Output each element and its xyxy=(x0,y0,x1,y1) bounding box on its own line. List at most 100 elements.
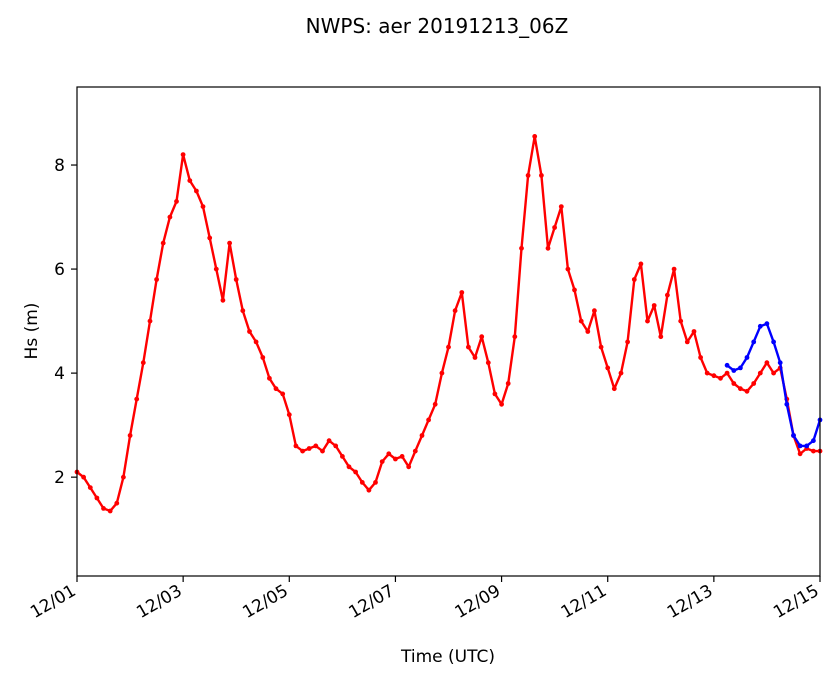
data-point xyxy=(286,412,292,418)
data-point xyxy=(399,454,405,459)
data-point xyxy=(658,334,664,340)
data-point xyxy=(512,334,518,340)
data-point xyxy=(446,344,451,350)
data-point xyxy=(207,235,213,241)
data-point xyxy=(87,485,93,490)
chart-title: NWPS: aer 20191213_06Z xyxy=(306,14,569,38)
data-point xyxy=(359,480,365,485)
data-point xyxy=(459,290,465,295)
data-point xyxy=(280,391,286,397)
data-point xyxy=(134,396,140,402)
data-point xyxy=(247,329,252,334)
y-tick-label: 8 xyxy=(54,156,65,176)
data-point xyxy=(94,495,100,501)
data-point xyxy=(187,178,193,184)
data-point xyxy=(194,188,199,194)
data-point xyxy=(731,368,737,373)
data-point xyxy=(545,245,551,251)
data-point xyxy=(618,370,624,376)
axes-frame xyxy=(76,86,821,577)
data-point xyxy=(260,355,266,360)
data-point xyxy=(558,204,564,210)
data-point xyxy=(711,373,717,379)
data-point xyxy=(771,370,776,376)
data-point xyxy=(539,173,544,178)
data-point xyxy=(393,456,398,462)
data-point xyxy=(167,214,173,220)
data-point xyxy=(306,446,312,451)
data-point xyxy=(340,454,345,459)
data-point xyxy=(479,334,485,340)
data-point xyxy=(665,292,670,298)
data-point xyxy=(154,277,160,282)
data-point xyxy=(107,508,113,514)
data-point xyxy=(227,240,233,246)
data-point xyxy=(452,308,458,314)
data-point xyxy=(101,506,106,511)
data-point xyxy=(552,225,557,230)
data-point xyxy=(127,433,133,438)
data-point xyxy=(81,474,86,480)
data-point xyxy=(585,329,591,334)
data-point xyxy=(466,344,471,350)
data-point xyxy=(240,308,246,314)
data-point xyxy=(320,448,325,454)
data-point xyxy=(751,381,757,386)
data-point xyxy=(771,339,776,345)
data-point xyxy=(718,375,723,381)
y-tick-label: 2 xyxy=(54,468,65,488)
data-point xyxy=(724,370,730,376)
data-point xyxy=(565,266,571,272)
data-point xyxy=(492,391,498,397)
data-point xyxy=(472,355,478,360)
data-point xyxy=(731,381,737,386)
data-point xyxy=(326,438,332,444)
data-point xyxy=(704,370,710,376)
data-point xyxy=(147,318,153,324)
data-point xyxy=(744,355,750,360)
data-point xyxy=(764,321,770,327)
data-point xyxy=(160,240,166,246)
data-point xyxy=(791,433,796,438)
data-point xyxy=(811,448,816,454)
data-point xyxy=(671,266,677,272)
data-point xyxy=(592,308,597,314)
data-point xyxy=(313,443,319,449)
data-point xyxy=(757,323,763,329)
data-point xyxy=(333,443,339,449)
data-point xyxy=(419,433,425,438)
data-point xyxy=(764,360,770,366)
series-1 xyxy=(724,321,823,449)
data-point xyxy=(804,443,810,449)
data-point xyxy=(213,266,219,272)
data-point xyxy=(140,360,146,366)
data-point xyxy=(678,318,684,324)
data-point xyxy=(505,381,511,386)
data-point xyxy=(373,480,378,485)
data-point xyxy=(724,362,730,368)
data-point xyxy=(432,401,438,407)
data-point xyxy=(406,464,412,470)
data-point xyxy=(439,370,445,376)
data-point xyxy=(114,500,120,506)
data-point xyxy=(485,360,491,366)
data-point xyxy=(638,261,644,267)
data-point xyxy=(611,386,617,392)
data-point xyxy=(784,401,790,407)
data-point xyxy=(386,451,392,457)
data-point xyxy=(200,204,206,210)
data-point xyxy=(811,438,816,444)
y-axis-ticks: 2 4 6 8 xyxy=(54,156,77,488)
data-point xyxy=(273,386,279,392)
y-tick-label: 4 xyxy=(54,364,65,384)
data-point xyxy=(691,329,697,334)
data-point xyxy=(346,464,352,470)
data-point xyxy=(519,245,524,251)
data-point xyxy=(267,375,272,381)
data-point xyxy=(293,443,299,449)
data-point xyxy=(525,173,531,178)
data-point xyxy=(532,134,538,139)
y-axis-label: Hs (m) xyxy=(22,303,42,360)
